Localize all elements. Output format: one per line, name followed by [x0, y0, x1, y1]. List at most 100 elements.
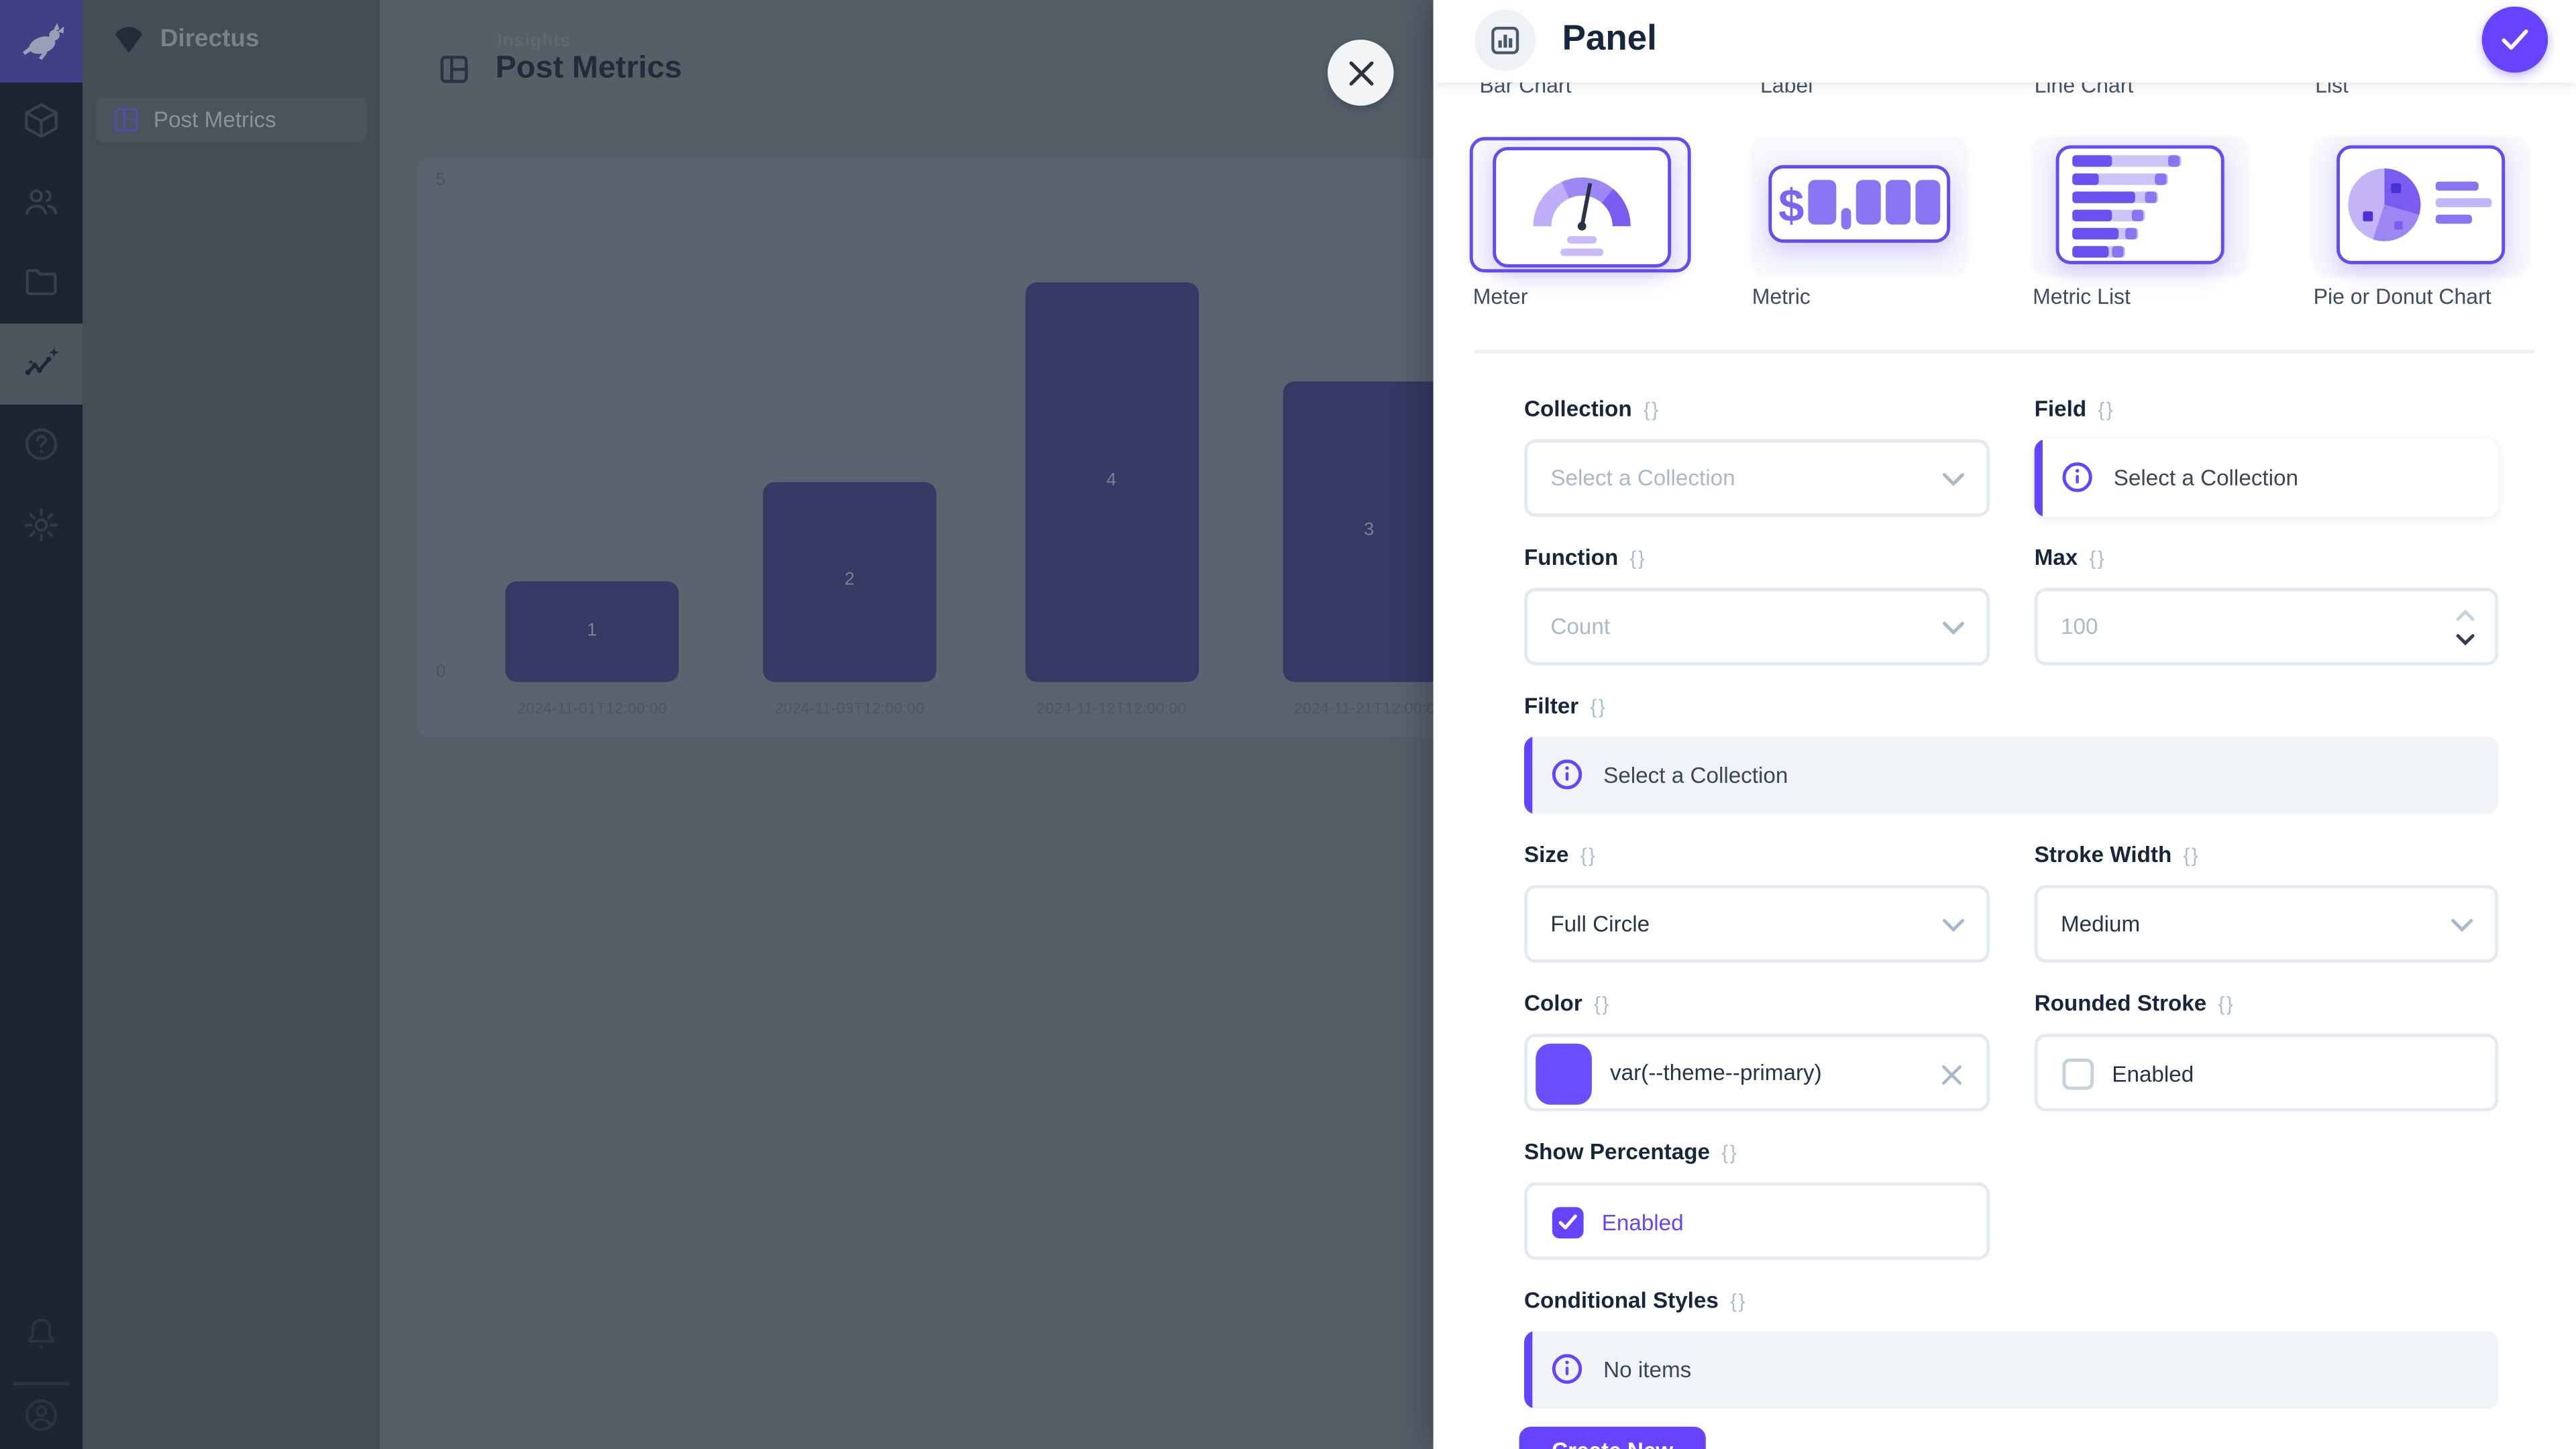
panel-chart-icon: [1474, 9, 1536, 71]
pie-illustration: [2337, 145, 2506, 264]
chevron-down-icon: [2451, 918, 2473, 933]
drawer-header: Panel: [1433, 0, 2576, 83]
stepper-down-icon[interactable]: [2455, 633, 2475, 646]
metric-illustration: $: [1768, 165, 1951, 243]
raw-value-icon[interactable]: {}: [1594, 992, 1611, 1016]
chevron-down-icon: [1942, 918, 1965, 933]
conditional-styles-notice: No items: [1524, 1331, 2499, 1409]
checkbox-unchecked-icon[interactable]: [2062, 1058, 2094, 1090]
conditional-styles-field-label: Conditional Styles{}: [1524, 1288, 1747, 1313]
panel-type-name-meter: Meter: [1472, 284, 1528, 309]
panel-type-tile-pie[interactable]: [2313, 137, 2528, 273]
users-module-icon[interactable]: [21, 182, 61, 221]
panel-type-name-metric: Metric: [1752, 284, 1811, 309]
drawer-title: Panel: [1562, 18, 1657, 58]
check-icon: [2502, 30, 2528, 50]
close-drawer-button[interactable]: [1328, 40, 1394, 106]
files-module-icon[interactable]: [21, 262, 61, 302]
y-axis-tick-max: 5: [435, 170, 446, 191]
rounded-stroke-field-label: Rounded Stroke{}: [2034, 990, 2235, 1016]
sidebar-item-post-metrics[interactable]: Post Metrics: [95, 97, 367, 142]
project-name[interactable]: Directus: [160, 24, 260, 53]
checkbox-checked-icon[interactable]: [1552, 1207, 1584, 1239]
panel-type-tile-metric-list[interactable]: [2033, 137, 2248, 273]
x-axis-tick-label: 2024-11-12T12:00:00: [1036, 700, 1187, 718]
x-axis-tick-label: 2024-11-21T12:00:00: [1294, 700, 1444, 718]
help-module-icon[interactable]: [21, 425, 61, 464]
bar: [1024, 281, 1198, 682]
stroke-width-field-label: Stroke Width{}: [2034, 842, 2200, 867]
notice-accent-bar: [1524, 1331, 1532, 1409]
chevron-down-icon: [1942, 621, 1965, 636]
size-select[interactable]: Full Circle: [1524, 885, 1990, 963]
module-bar: [0, 0, 83, 1449]
insights-module-icon[interactable]: [21, 343, 61, 383]
page-title: Post Metrics: [495, 51, 682, 86]
breadcrumb[interactable]: Insights: [496, 31, 571, 52]
navigation-sidebar: Directus Post Metrics: [83, 0, 380, 1449]
panel-type-tile-metric[interactable]: $: [1752, 137, 1967, 273]
project-logo-icon: [111, 21, 147, 58]
notice-accent-bar: [1524, 736, 1532, 814]
collections-module-icon[interactable]: [21, 101, 61, 140]
bar-value-label: 2: [844, 570, 855, 590]
raw-value-icon[interactable]: {}: [1590, 695, 1607, 718]
y-axis-tick-min: 0: [435, 662, 446, 682]
bar-value-label: 4: [1106, 470, 1117, 490]
panel-type-name-metric-list: Metric List: [2033, 284, 2131, 309]
stepper-up-icon[interactable]: [2455, 609, 2475, 623]
close-icon: [1348, 60, 1373, 85]
collection-field-label: Collection{}: [1524, 396, 1660, 421]
stroke-width-select[interactable]: Medium: [2034, 885, 2499, 963]
notice-accent-bar: [2034, 439, 2042, 517]
bar: [1282, 382, 1456, 682]
max-number-input[interactable]: 100: [2034, 588, 2499, 666]
color-input[interactable]: var(--theme--primary): [1524, 1033, 1990, 1112]
panel-type-tile-meter[interactable]: [1469, 137, 1691, 273]
max-field-label: Max{}: [2034, 545, 2106, 570]
x-axis-tick-label: 2024-11-01T12:00:00: [517, 700, 667, 718]
panel-type-name-pie: Pie or Donut Chart: [2313, 284, 2491, 309]
raw-value-icon[interactable]: {}: [2183, 843, 2200, 867]
filter-notice: Select a Collection: [1524, 736, 2499, 814]
raw-value-icon[interactable]: {}: [2089, 546, 2106, 570]
meter-illustration: [1493, 147, 1672, 268]
filter-field-label: Filter{}: [1524, 693, 1607, 718]
color-swatch[interactable]: [1536, 1043, 1592, 1105]
info-icon: [1550, 1352, 1583, 1385]
bar-value-label: 1: [586, 620, 598, 641]
rounded-stroke-toggle[interactable]: Enabled: [2034, 1033, 2499, 1112]
field-notice: Select a Collection: [2034, 439, 2499, 517]
info-icon: [1550, 758, 1583, 791]
directus-logo-button[interactable]: [0, 0, 83, 83]
section-divider: [1474, 350, 2535, 354]
account-avatar-icon[interactable]: [21, 1395, 61, 1435]
bar-value-label: 3: [1364, 520, 1375, 541]
notifications-bell-icon[interactable]: [21, 1314, 61, 1354]
function-select[interactable]: Count: [1524, 588, 1990, 666]
save-panel-button[interactable]: [2481, 6, 2548, 73]
collection-select[interactable]: Select a Collection: [1524, 439, 1990, 517]
panel-config-drawer: Bar Chart Label Line Chart List: [1433, 0, 2576, 1449]
raw-value-icon[interactable]: {}: [1730, 1289, 1747, 1313]
show-percentage-toggle[interactable]: Enabled: [1524, 1182, 1990, 1260]
create-new-button[interactable]: Create New: [1519, 1426, 1706, 1449]
x-axis-tick-label: 2024-11-03T12:00:00: [774, 700, 925, 718]
bar: [763, 482, 936, 682]
raw-value-icon[interactable]: {}: [1643, 398, 1660, 421]
clear-icon[interactable]: [1942, 1065, 1962, 1085]
dashboard-icon: [111, 104, 142, 136]
function-field-label: Function{}: [1524, 545, 1647, 570]
raw-value-icon[interactable]: {}: [1629, 546, 1647, 570]
raw-value-icon[interactable]: {}: [1580, 843, 1597, 867]
raw-value-icon[interactable]: {}: [1721, 1140, 1738, 1165]
raw-value-icon[interactable]: {}: [2218, 992, 2235, 1016]
settings-gear-icon[interactable]: [21, 505, 61, 545]
chevron-down-icon: [1942, 472, 1965, 487]
bar: [505, 582, 679, 682]
size-field-label: Size{}: [1524, 842, 1597, 867]
metric-list-illustration: [2055, 145, 2224, 264]
field-field-label: Field{}: [2034, 396, 2115, 421]
raw-value-icon[interactable]: {}: [2098, 398, 2115, 421]
